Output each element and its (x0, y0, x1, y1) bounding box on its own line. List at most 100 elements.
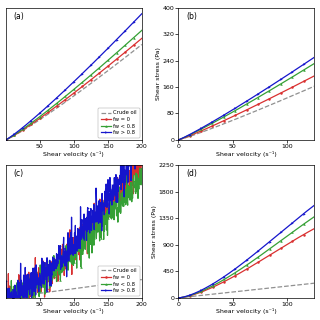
fw = 0 (258, 260, 261, 263)
fw < 0.8 (300, 69, 304, 73)
Crude oil (137, 278, 140, 282)
fw < 0.8 (138, 166, 141, 170)
fw < 0.8 (58, 99, 61, 103)
fw < 0.8 (177, 296, 180, 300)
fw > 0.8 (4, 296, 8, 300)
fw > 0.8 (300, 64, 304, 68)
Crude oil (20, 129, 24, 133)
Crude oil (48, 111, 52, 115)
Crude oil (68, 287, 72, 291)
fw < 0.8 (103, 61, 107, 65)
fw > 0.8 (291, 69, 295, 73)
fw < 0.8 (313, 215, 316, 219)
fw > 0.8 (69, 231, 73, 235)
Y-axis label: Shear stress (Pa): Shear stress (Pa) (156, 47, 161, 100)
fw < 0.8 (176, 138, 180, 142)
Line: fw = 0: fw = 0 (177, 75, 316, 141)
fw > 0.8 (257, 91, 261, 95)
fw > 0.8 (177, 296, 180, 300)
fw > 0.8 (313, 203, 316, 207)
fw > 0.8 (116, 200, 119, 204)
Line: fw > 0.8: fw > 0.8 (177, 56, 316, 141)
fw = 0 (291, 85, 295, 89)
Crude oil (300, 283, 304, 286)
Crude oil (260, 107, 263, 110)
Line: fw < 0.8: fw < 0.8 (178, 215, 316, 299)
Line: Crude oil: Crude oil (5, 44, 142, 140)
fw = 0 (257, 260, 261, 264)
fw < 0.8 (68, 252, 72, 256)
Crude oil (257, 108, 261, 112)
fw > 0.8 (20, 126, 24, 130)
fw > 0.8 (89, 63, 93, 67)
fw < 0.8 (291, 230, 295, 234)
fw = 0 (48, 109, 52, 113)
Crude oil (260, 287, 264, 291)
fw > 0.8 (177, 296, 181, 300)
fw < 0.8 (260, 93, 263, 97)
Crude oil (291, 284, 295, 287)
fw < 0.8 (69, 251, 73, 255)
Line: fw > 0.8: fw > 0.8 (5, 134, 143, 299)
fw = 0 (177, 138, 180, 142)
Crude oil (291, 93, 295, 97)
fw > 0.8 (137, 143, 141, 147)
fw = 0 (78, 240, 82, 244)
Crude oil (116, 281, 119, 285)
Crude oil (140, 278, 144, 282)
X-axis label: Shear velocity (s⁻¹): Shear velocity (s⁻¹) (216, 308, 277, 315)
fw = 0 (116, 176, 119, 180)
Crude oil (103, 71, 107, 75)
fw < 0.8 (140, 28, 144, 32)
fw < 0.8 (257, 254, 261, 258)
Crude oil (140, 43, 144, 46)
fw < 0.8 (313, 61, 316, 65)
fw = 0 (89, 77, 93, 81)
Crude oil (313, 84, 316, 88)
fw > 0.8 (58, 93, 61, 97)
fw > 0.8 (291, 220, 295, 224)
fw > 0.8 (257, 92, 261, 95)
Crude oil (258, 287, 261, 291)
Line: fw > 0.8: fw > 0.8 (178, 204, 316, 299)
Crude oil (77, 286, 81, 290)
fw = 0 (69, 251, 73, 255)
fw = 0 (176, 138, 180, 142)
fw = 0 (260, 258, 264, 262)
fw = 0 (300, 234, 304, 237)
Crude oil (4, 296, 8, 300)
Line: Crude oil: Crude oil (178, 86, 315, 140)
Crude oil (102, 72, 106, 76)
fw = 0 (103, 67, 107, 71)
fw = 0 (313, 227, 316, 230)
Line: fw = 0: fw = 0 (5, 134, 143, 299)
fw < 0.8 (257, 95, 261, 99)
Y-axis label: Shear stress (Pa): Shear stress (Pa) (152, 205, 157, 258)
Crude oil (300, 90, 304, 94)
fw > 0.8 (260, 90, 263, 94)
Crude oil (177, 296, 181, 300)
Crude oil (69, 287, 73, 291)
fw > 0.8 (78, 246, 82, 250)
fw = 0 (70, 258, 74, 261)
fw = 0 (313, 74, 316, 78)
Crude oil (58, 104, 61, 108)
Line: fw < 0.8: fw < 0.8 (5, 167, 143, 299)
fw > 0.8 (102, 51, 106, 54)
fw < 0.8 (258, 254, 261, 258)
fw < 0.8 (4, 296, 8, 300)
fw > 0.8 (313, 55, 316, 59)
fw > 0.8 (103, 50, 107, 53)
fw > 0.8 (4, 138, 7, 142)
Crude oil (4, 138, 7, 142)
Line: fw = 0: fw = 0 (178, 227, 316, 299)
X-axis label: Shear velocity (s⁻¹): Shear velocity (s⁻¹) (43, 150, 104, 156)
fw = 0 (139, 133, 143, 137)
fw = 0 (4, 138, 7, 142)
fw > 0.8 (85, 229, 89, 233)
Line: Crude oil: Crude oil (179, 283, 315, 298)
fw < 0.8 (177, 138, 180, 142)
fw < 0.8 (4, 138, 7, 142)
Line: fw = 0: fw = 0 (4, 37, 143, 141)
fw < 0.8 (116, 211, 119, 215)
